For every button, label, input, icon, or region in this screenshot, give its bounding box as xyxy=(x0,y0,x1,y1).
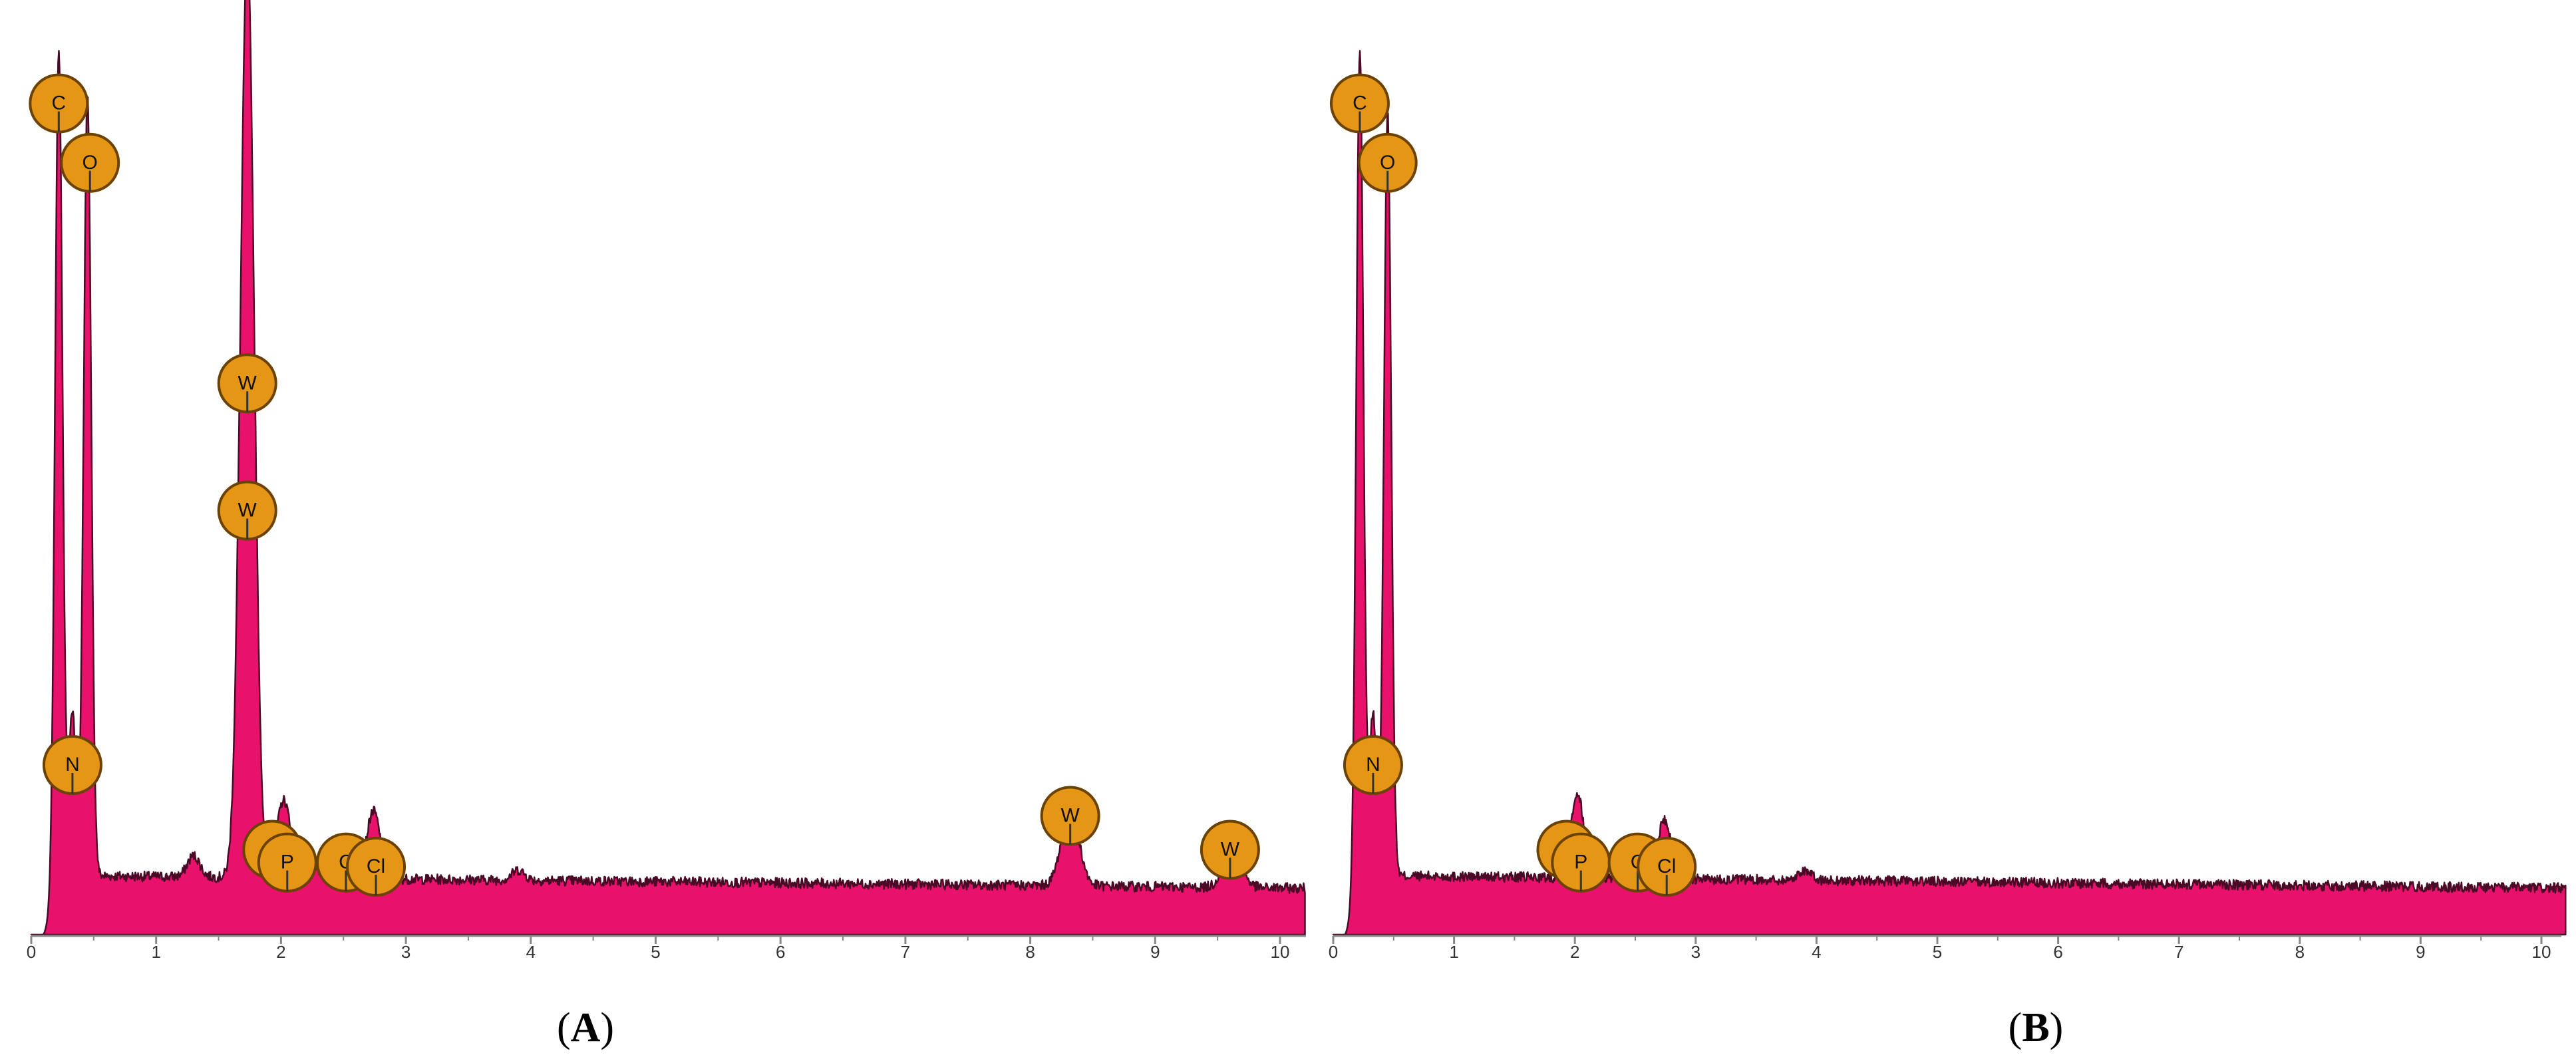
x-tick-label: 4 xyxy=(526,942,536,962)
element-label: W xyxy=(1060,805,1080,827)
element-marker: Cl xyxy=(1637,837,1697,897)
x-tick-label: 6 xyxy=(776,942,785,962)
element-marker: N xyxy=(42,735,102,795)
x-tick-label: 9 xyxy=(2416,942,2425,962)
spectrum-panel-b: 012345678910CONPPCCl(B) xyxy=(1329,50,2567,1050)
x-tick-label: 5 xyxy=(1933,942,1942,962)
element-marker: C xyxy=(29,73,89,134)
element-label: P xyxy=(1574,851,1587,873)
element-marker: C xyxy=(1329,73,1390,134)
spectrum-panel-a: 012345678910COWWNPPCClWW(A) xyxy=(27,0,1306,1050)
x-tick-label: 8 xyxy=(1025,942,1035,962)
x-tick-label: 6 xyxy=(2053,942,2062,962)
x-tick-label: 8 xyxy=(2295,942,2305,962)
element-label: O xyxy=(1380,152,1395,174)
element-marker: P xyxy=(1551,832,1611,893)
element-label: C xyxy=(1353,92,1367,114)
spectrum-area xyxy=(1332,50,2567,936)
x-tick-label: 5 xyxy=(651,942,660,962)
x-tick-label: 10 xyxy=(2532,942,2551,962)
x-tick-label: 1 xyxy=(1449,942,1458,962)
element-marker: W xyxy=(217,353,277,414)
element-label: W xyxy=(1221,839,1240,861)
x-tick-label: 9 xyxy=(1150,942,1160,962)
element-marker: W xyxy=(1200,820,1260,880)
element-label: N xyxy=(1366,754,1380,776)
panel-label: (A) xyxy=(557,1005,614,1050)
element-marker: N xyxy=(1343,735,1403,795)
x-tick-label: 7 xyxy=(2174,942,2183,962)
element-marker: O xyxy=(60,132,120,193)
element-label: W xyxy=(238,372,257,394)
x-tick-label: 4 xyxy=(1812,942,1821,962)
x-tick-label: 3 xyxy=(401,942,410,962)
element-marker: W xyxy=(217,480,277,541)
spectrum-area xyxy=(30,0,1306,936)
x-tick-label: 2 xyxy=(1570,942,1579,962)
element-label: O xyxy=(82,152,98,174)
x-tick-label: 0 xyxy=(1329,942,1338,962)
element-marker: W xyxy=(1040,786,1100,846)
element-label: Cl xyxy=(367,855,385,877)
x-tick-label: 0 xyxy=(27,942,36,962)
element-label: C xyxy=(51,92,66,114)
element-marker: O xyxy=(1357,132,1418,193)
element-label: P xyxy=(281,851,294,873)
element-label: Cl xyxy=(1657,855,1676,877)
x-tick-label: 7 xyxy=(901,942,910,962)
element-label: N xyxy=(65,754,80,776)
x-tick-label: 2 xyxy=(276,942,285,962)
x-tick-label: 1 xyxy=(151,942,160,962)
x-tick-label: 10 xyxy=(1271,942,1290,962)
panel-label: (B) xyxy=(2009,1005,2064,1050)
element-marker: P xyxy=(257,832,317,893)
element-marker: Cl xyxy=(346,837,406,897)
x-tick-label: 3 xyxy=(1691,942,1700,962)
element-label: W xyxy=(238,500,257,522)
